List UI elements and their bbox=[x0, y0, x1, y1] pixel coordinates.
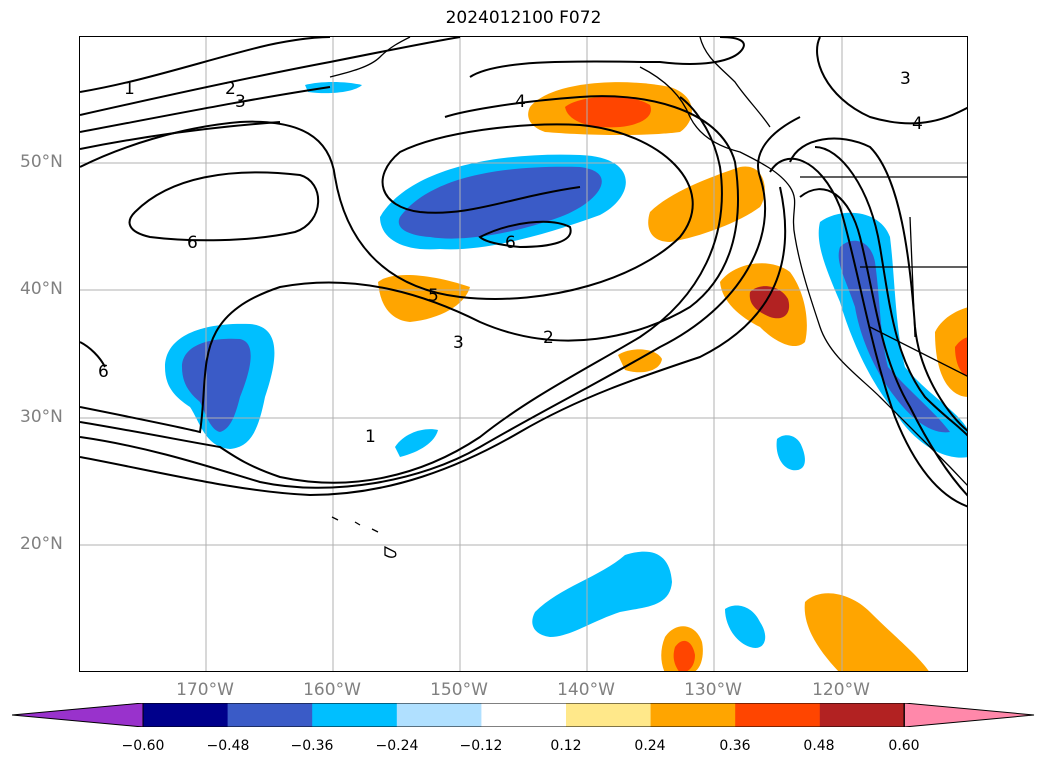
colorbar-segments bbox=[12, 703, 1035, 727]
positive-anomaly-region bbox=[673, 640, 695, 671]
map-panel: 1 2 3 4 6 6 5 3 2 1 3 4 6 bbox=[79, 36, 968, 672]
colorbar-tick-label: −0.48 bbox=[206, 738, 250, 754]
colorbar-segment bbox=[650, 703, 736, 727]
colorbar-segment bbox=[312, 703, 398, 727]
state-border bbox=[909, 216, 916, 338]
negative-anomaly-region bbox=[395, 429, 438, 457]
contour-line bbox=[80, 37, 331, 93]
contour-label: 1 bbox=[124, 79, 135, 99]
contour-lines bbox=[80, 37, 967, 508]
negative-anomaly-region bbox=[532, 551, 672, 637]
contour-line bbox=[128, 171, 320, 242]
latitude-label: 20°N bbox=[20, 534, 63, 554]
contour-line bbox=[80, 116, 801, 489]
colorbar-segment bbox=[143, 703, 229, 727]
colorbar bbox=[12, 703, 1035, 727]
coastline bbox=[639, 66, 967, 486]
colorbar-segment bbox=[481, 703, 567, 727]
positive-anomaly-region bbox=[565, 96, 651, 128]
negative-anomaly-region bbox=[725, 605, 766, 648]
negative-anomaly-region bbox=[776, 435, 805, 471]
colorbar-tick-label: −0.12 bbox=[459, 738, 503, 754]
contour-line bbox=[80, 120, 694, 300]
gridlines bbox=[80, 37, 967, 671]
latitude-label: 40°N bbox=[20, 279, 63, 299]
map-svg: 1 2 3 4 6 6 5 3 2 1 3 4 6 bbox=[80, 37, 967, 671]
contour-line bbox=[814, 146, 967, 437]
longitude-label: 150°W bbox=[430, 680, 488, 700]
coastline bbox=[699, 37, 771, 128]
positive-anomaly-region bbox=[618, 349, 662, 373]
contour-line bbox=[80, 96, 723, 484]
positive-anomaly-region bbox=[648, 166, 765, 242]
positive-anomaly-region bbox=[804, 593, 929, 671]
colorbar-segment bbox=[566, 703, 652, 727]
positive-anomaly-region bbox=[935, 307, 967, 397]
contour-label: 6 bbox=[505, 233, 516, 253]
colorbar-tick-label: 0.36 bbox=[719, 738, 751, 754]
contour-label: 1 bbox=[365, 427, 376, 447]
latitude-label: 50°N bbox=[20, 152, 63, 172]
contour-line bbox=[80, 186, 787, 497]
contour-line bbox=[80, 37, 461, 116]
state-border bbox=[869, 326, 967, 377]
coastlines bbox=[329, 37, 967, 558]
contour-label: 2 bbox=[543, 328, 554, 348]
negative-anomaly-region bbox=[838, 240, 950, 433]
map-title: 2024012100 F072 bbox=[445, 8, 602, 28]
positive-anomaly-region bbox=[955, 337, 967, 377]
longitude-label: 130°W bbox=[684, 680, 742, 700]
longitude-label: 140°W bbox=[557, 680, 615, 700]
colorbar-segment bbox=[227, 703, 313, 727]
contour-line bbox=[769, 157, 967, 508]
contour-line bbox=[80, 95, 739, 434]
colorbar-tick-label: −0.36 bbox=[290, 738, 334, 754]
contour-label: 3 bbox=[235, 92, 246, 112]
contour-line bbox=[789, 137, 967, 432]
contour-label: 2 bbox=[225, 79, 236, 99]
contour-line bbox=[80, 341, 106, 368]
longitude-label: 160°W bbox=[303, 680, 361, 700]
contour-line bbox=[80, 86, 331, 133]
colorbar-tick-label: −0.60 bbox=[121, 738, 165, 754]
colorbar-tick-label: −0.24 bbox=[375, 738, 419, 754]
contour-label: 4 bbox=[912, 114, 923, 134]
latitude-label: 30°N bbox=[20, 407, 63, 427]
colorbar-tick-label: 0.12 bbox=[550, 738, 582, 754]
colorbar-tick-label: 0.24 bbox=[634, 738, 666, 754]
contour-label: 5 bbox=[428, 286, 439, 306]
coastline bbox=[331, 516, 397, 558]
colorbar-tick-label: 0.48 bbox=[803, 738, 835, 754]
contour-line bbox=[478, 220, 572, 249]
longitude-label: 120°W bbox=[812, 680, 870, 700]
contour-line bbox=[816, 37, 967, 125]
contour-label: 6 bbox=[187, 233, 198, 253]
colorbar-segment bbox=[396, 703, 482, 727]
contour-label-layer: 1 2 3 4 6 6 5 3 2 1 3 4 6 bbox=[98, 69, 923, 447]
colorbar-tick-label: 0.60 bbox=[888, 738, 920, 754]
coastline bbox=[329, 37, 411, 78]
colorbar-segment bbox=[819, 703, 905, 727]
colorbar-segment bbox=[735, 703, 821, 727]
contour-label: 6 bbox=[98, 362, 109, 382]
longitude-label: 170°W bbox=[176, 680, 234, 700]
contour-label: 3 bbox=[453, 333, 464, 353]
contour-label: 4 bbox=[515, 92, 526, 112]
contour-line bbox=[799, 188, 967, 497]
negative-anomaly-region bbox=[182, 338, 251, 432]
contour-line bbox=[469, 37, 745, 78]
shading-layer bbox=[165, 82, 967, 671]
contour-label: 3 bbox=[900, 69, 911, 89]
colorbar-extend-high bbox=[903, 703, 1035, 727]
